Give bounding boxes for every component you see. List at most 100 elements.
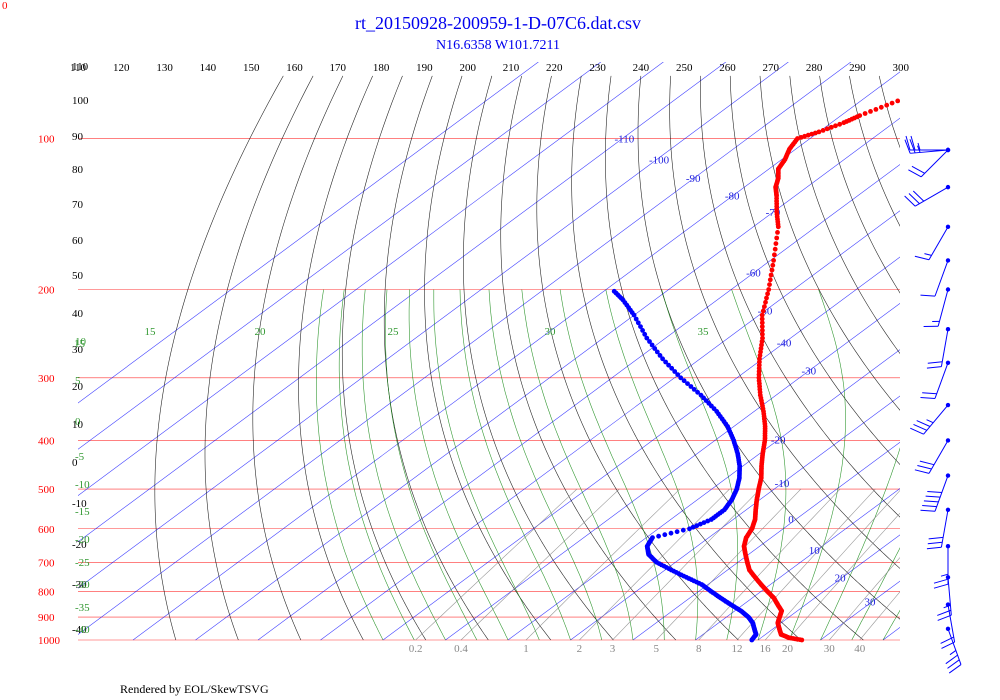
temperature-point (768, 272, 774, 278)
wind-barb-flag (933, 583, 949, 589)
theta-top-label: 130 (156, 62, 173, 74)
wind-barb-flag (945, 654, 958, 665)
theta-top-label: 150 (243, 62, 260, 74)
mixing-ratio-line (612, 488, 761, 641)
dewpoint-point (642, 331, 648, 337)
wind-barb-staff (940, 329, 949, 367)
wind-barb (933, 543, 951, 589)
theta-top-label: 220 (546, 62, 563, 74)
dry-adiabat-line (637, 75, 900, 620)
mixing-ratio-line (859, 591, 900, 641)
theta-top-label: 190 (416, 62, 433, 74)
temperature-point (762, 304, 767, 309)
isotherm-label: -80 (725, 191, 740, 203)
moist-adiabat-line (820, 447, 900, 641)
temperature-point (763, 299, 768, 305)
mixing-ratio-line (829, 557, 900, 641)
temperature-point (956, 71, 961, 76)
temperature-point (938, 78, 943, 83)
footer-credit: Rendered by EOL/SkewTSVG (120, 682, 269, 696)
chart-subtitle: N16.6358 W101.7211 (436, 38, 560, 53)
wind-barb-flag (933, 578, 949, 584)
dry-adiabat-line (759, 75, 900, 411)
dewpoint-point (674, 529, 680, 535)
moist-adiabat-line (408, 289, 509, 641)
moist-adiabat-line (731, 289, 787, 641)
isotherm-line (195, 117, 900, 641)
isotherm-line (695, 488, 900, 641)
temperature-point (765, 291, 770, 297)
pressure-label: 300 (38, 373, 55, 385)
pressure-label: 700 (38, 557, 55, 569)
wind-barb-staff (937, 289, 949, 327)
dewpoint-point (650, 535, 655, 540)
moist-adiabat-left-label: -5 (75, 451, 85, 463)
pressure-label: 800 (38, 586, 55, 598)
isotherm-label: -40 (777, 337, 792, 349)
temperature-point (772, 246, 778, 252)
wind-barb-staff (947, 628, 962, 665)
isotherm-label: -100 (649, 154, 670, 166)
wind-barb (910, 402, 951, 435)
wind-barb (920, 473, 951, 512)
wind-barb-flag (920, 509, 936, 512)
dry-adiabat-line (383, 75, 489, 641)
dry-adiabat-line (789, 75, 900, 355)
isotherm-label: 20 (835, 572, 847, 584)
theta-left-label: 20 (72, 381, 84, 393)
isotherm-line (257, 164, 900, 641)
wind-barb-flag (913, 423, 927, 431)
wind-barb-flag (941, 641, 955, 649)
dry-adiabat-line (700, 75, 900, 518)
isotherm-label: 10 (809, 545, 821, 557)
wind-barb (914, 438, 951, 474)
moist-adiabat-left-label: -25 (75, 557, 90, 569)
dewpoint-point (695, 389, 700, 395)
wind-barb (905, 135, 951, 153)
dewpoint-point (685, 381, 690, 386)
theta-top-label: 180 (373, 62, 390, 74)
temperature-point (837, 121, 843, 127)
temperature-point (935, 80, 940, 85)
dewpoint-point (652, 346, 658, 351)
temperature-point (759, 316, 765, 322)
theta-top-label: 200 (459, 62, 476, 74)
mixing-ratio-label: 5 (654, 643, 660, 655)
theta-left-label: 70 (72, 199, 84, 211)
theta-left-label: 110 (72, 61, 89, 73)
dry-adiabat-line (341, 75, 427, 641)
temperature-point (857, 113, 863, 118)
dewpoint-point (647, 339, 652, 344)
wind-barb (908, 147, 951, 178)
temperature-point (802, 133, 807, 139)
dry-adiabat-line (536, 75, 739, 641)
wind-barb-staff (947, 604, 956, 643)
temperature-point (767, 277, 773, 283)
dry-adiabat-line (819, 75, 900, 294)
temperature-point (775, 230, 780, 235)
moist-adiabat-top-label: 20 (255, 326, 267, 338)
temperature-point (759, 320, 765, 326)
wind-barb (923, 287, 951, 327)
dewpoint-point (660, 356, 665, 362)
isotherm-line (78, 62, 789, 589)
wind-barb-flag (925, 495, 941, 498)
wind-barb-flag (937, 614, 952, 621)
moist-adiabat-left-label: -15 (75, 506, 90, 518)
isotherm-line (382, 256, 900, 641)
temperature-point (901, 96, 906, 101)
wind-barb-half-flag (926, 419, 934, 424)
isotherm-line (78, 62, 664, 496)
dry-adiabat-line (571, 75, 802, 641)
pressure-label: 1000 (38, 635, 61, 647)
temperature-point (772, 252, 777, 258)
dewpoint-point (644, 335, 650, 341)
dewpoint-point (681, 378, 687, 384)
dewpoint-point (662, 532, 668, 538)
moist-adiabat-left-label: -10 (75, 479, 90, 491)
isotherm-label: -110 (614, 134, 634, 146)
temperature-point (816, 129, 822, 135)
temperature-point (829, 124, 834, 130)
mixing-ratio-label: 16 (760, 643, 772, 655)
moist-adiabat-line (361, 289, 446, 641)
